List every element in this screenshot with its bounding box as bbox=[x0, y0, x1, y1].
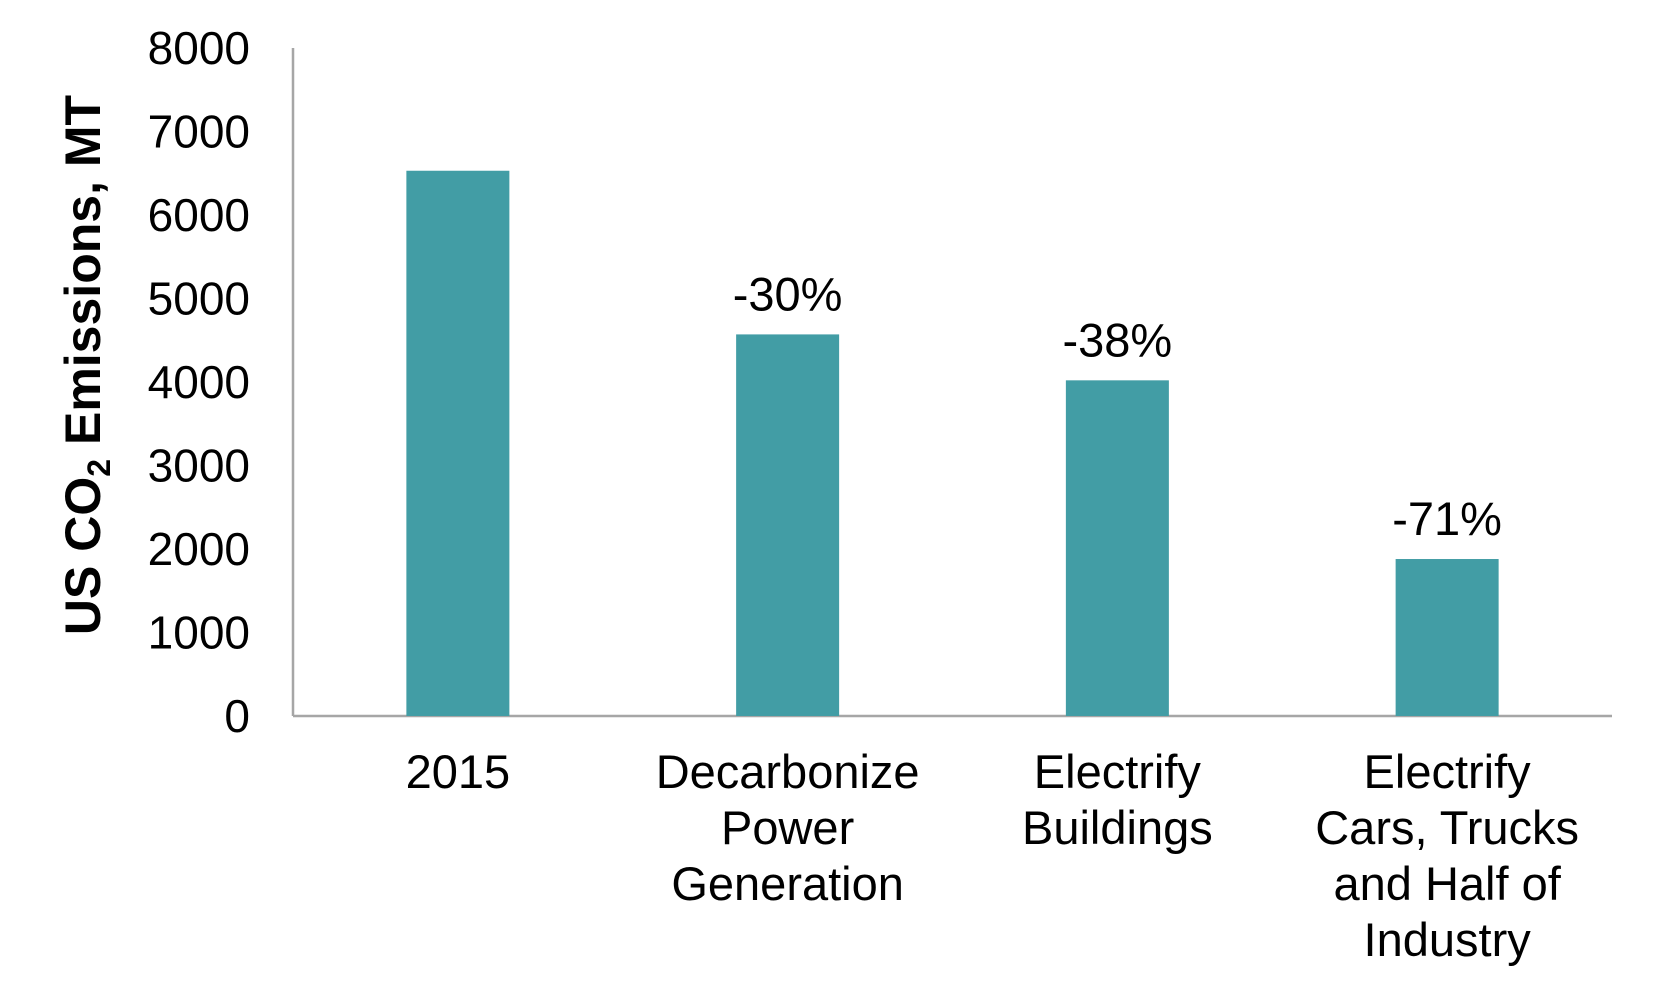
bars bbox=[406, 170, 1499, 716]
x-category-label-line: Power bbox=[721, 801, 854, 854]
x-category-label: Electrify Cars, Trucks and Half of Industry bbox=[1315, 745, 1579, 966]
x-category-label: Electrify Buildings bbox=[1022, 745, 1213, 854]
y-axis-title-suffix: Emissions, MT bbox=[55, 95, 111, 459]
y-tick-label: 7000 bbox=[148, 106, 250, 158]
data-label: -38% bbox=[1063, 313, 1173, 366]
x-category-label-line: Buildings bbox=[1022, 801, 1213, 854]
bar bbox=[406, 170, 510, 716]
y-tick-label: 4000 bbox=[148, 356, 250, 408]
y-tick-label: 8000 bbox=[148, 22, 250, 74]
bar bbox=[1395, 559, 1499, 716]
x-category-label-line: Decarbonize bbox=[656, 745, 920, 798]
y-tick-label: 0 bbox=[224, 690, 250, 742]
x-category-label-line: Electrify bbox=[1034, 745, 1202, 798]
x-category-label-line: Generation bbox=[671, 857, 904, 910]
x-category-label-line: Industry bbox=[1364, 913, 1532, 966]
y-axis-title: US CO2 Emissions, MT bbox=[55, 95, 117, 635]
y-tick-label: 5000 bbox=[148, 273, 250, 325]
x-category-label-line: Cars, Trucks bbox=[1315, 801, 1579, 854]
bar bbox=[1065, 380, 1169, 716]
x-category-label-line: 2015 bbox=[406, 745, 511, 798]
y-axis-ticks: 0 1000 2000 3000 4000 5000 6000 7000 8000 bbox=[148, 22, 250, 742]
y-axis-title-subscript: 2 bbox=[81, 459, 117, 477]
x-category-label: Decarbonize Power Generation bbox=[656, 745, 920, 910]
y-axis-title-prefix: US CO bbox=[55, 477, 111, 635]
y-tick-label: 2000 bbox=[148, 523, 250, 575]
x-category-label-line: Electrify bbox=[1364, 745, 1532, 798]
data-labels: -30% -38% -71% bbox=[733, 267, 1502, 545]
data-label: -30% bbox=[733, 267, 843, 320]
x-category-label-line: and Half of bbox=[1333, 857, 1561, 910]
y-tick-label: 3000 bbox=[148, 440, 250, 492]
plot-area bbox=[291, 48, 1612, 718]
y-tick-label: 1000 bbox=[148, 607, 250, 659]
x-category-label: 2015 bbox=[406, 745, 511, 798]
data-label: -71% bbox=[1392, 492, 1502, 545]
bar bbox=[736, 334, 840, 716]
y-tick-label: 6000 bbox=[148, 189, 250, 241]
